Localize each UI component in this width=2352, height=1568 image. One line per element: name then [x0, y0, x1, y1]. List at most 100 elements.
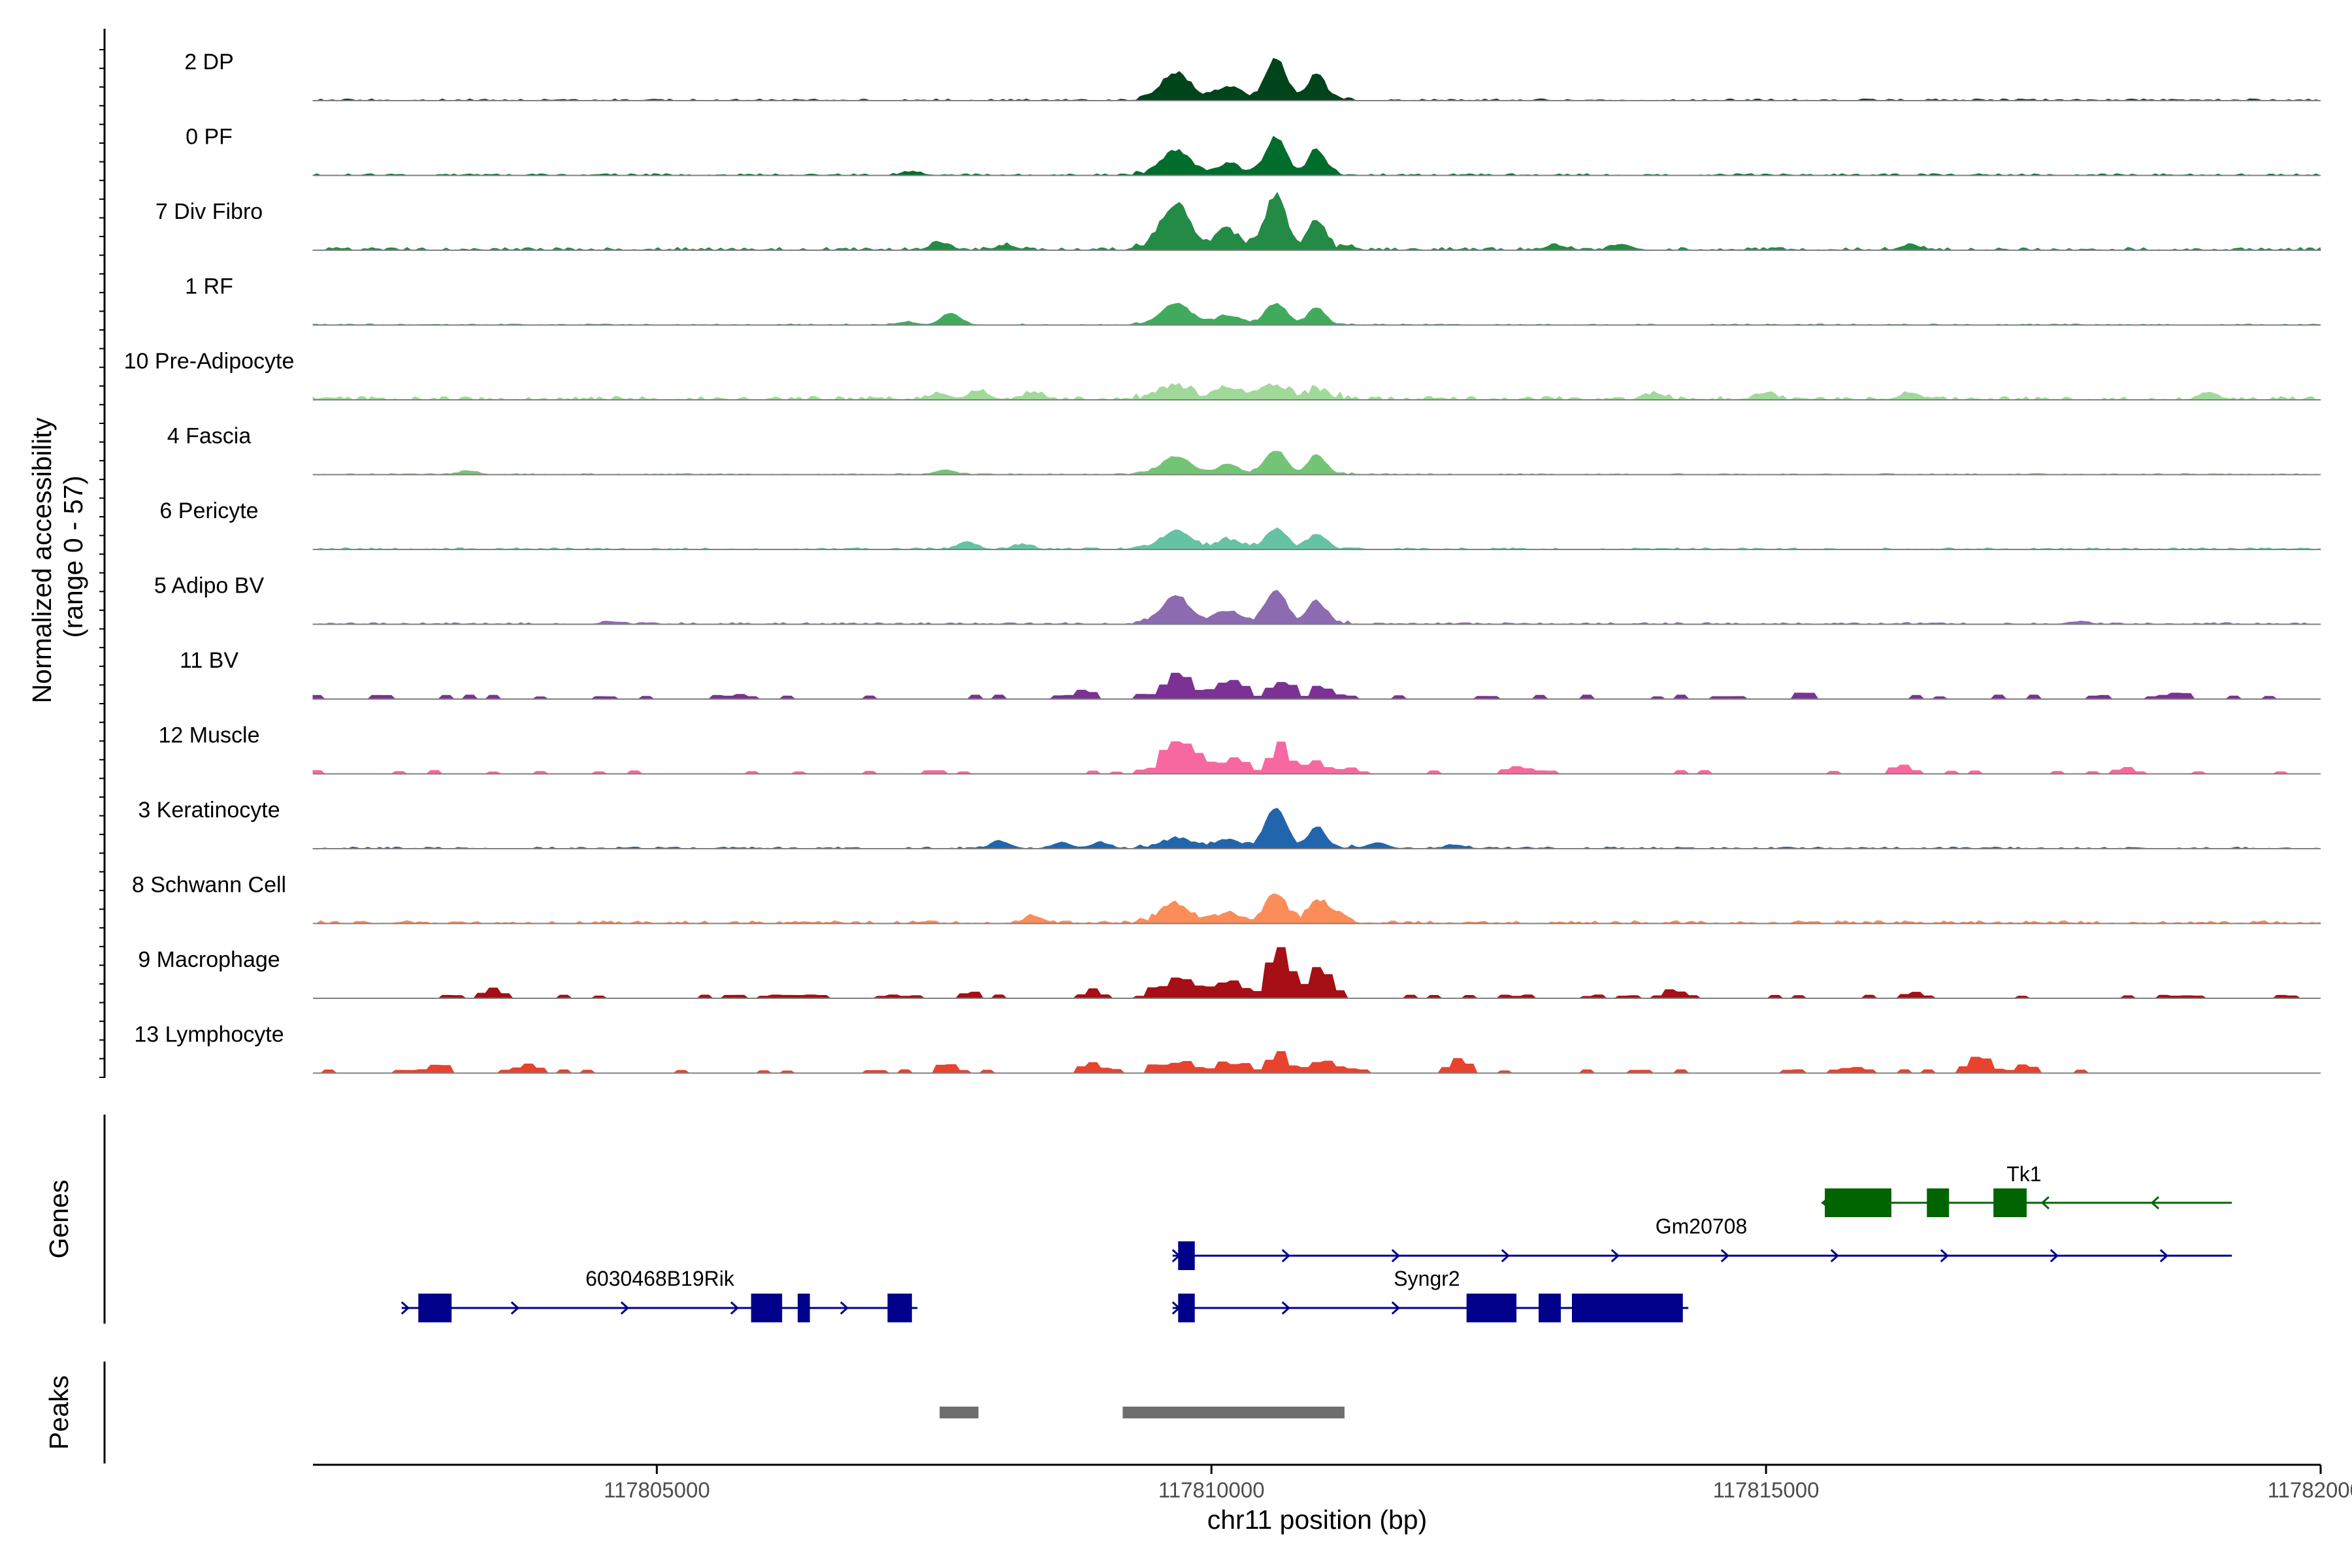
coverage-area: [313, 1051, 2321, 1073]
coverage-track: 10 Pre-Adipocyte: [124, 349, 2321, 400]
exon: [1539, 1294, 1561, 1322]
track-label: 6 Pericyte: [159, 498, 258, 523]
coverage-y-minor-ticks: [99, 49, 105, 1078]
coverage-area: [312, 893, 2321, 924]
track-label: 9 Macrophage: [138, 947, 280, 972]
x-tick-label: 117815000: [1713, 1478, 1820, 1502]
coverage-y-axis: Normalized accessibility (range 0 - 57): [27, 29, 106, 1078]
track-label: 3 Keratinocyte: [138, 798, 280, 823]
peaks-panel-label: Peaks: [44, 1375, 74, 1450]
coverage-area: [312, 135, 2321, 176]
strand-arrow: [1391, 1249, 1401, 1263]
coverage-track: 13 Lymphocyte: [134, 1022, 2321, 1074]
coverage-area: [312, 451, 2321, 476]
coverage-track: 3 Keratinocyte: [138, 798, 2321, 849]
strand-arrow: [1391, 1301, 1401, 1315]
x-axis-title: chr11 position (bp): [1207, 1505, 1428, 1535]
coverage-area: [313, 947, 2321, 999]
exon: [1825, 1188, 1891, 1217]
strand-arrow: [400, 1301, 410, 1315]
coverage-track: 8 Schwann Cell: [132, 873, 2321, 924]
coverage-area: [312, 741, 2321, 774]
x-axis-ticks: 117805000 117810000 117815000 117820000: [604, 1465, 2352, 1502]
strand-arrow: [2150, 1196, 2159, 1210]
peak-regions: [939, 1407, 1345, 1418]
exon: [1178, 1241, 1195, 1270]
gene-label: Tk1: [2006, 1162, 2041, 1186]
strand-arrow: [1501, 1249, 1511, 1263]
coverage-area: [312, 589, 2321, 625]
coverage-track: 6 Pericyte: [159, 498, 2322, 550]
x-tick-label: 117820000: [2268, 1478, 2352, 1502]
coverage-track: 2 DP: [184, 50, 2321, 101]
x-axis: 117805000 117810000 117815000 117820000 chr…: [313, 1463, 2352, 1535]
strand-arrow: [2050, 1249, 2059, 1263]
coverage-area: [312, 302, 2321, 326]
coverage-track: 1 RF: [185, 274, 2321, 326]
strand-arrow: [2040, 1196, 2050, 1210]
track-label: 0 PF: [186, 125, 233, 150]
track-label: 7 Div Fibro: [155, 199, 263, 224]
peak-bar: [939, 1407, 979, 1418]
coverage-area: [312, 808, 2321, 849]
exon: [1466, 1294, 1517, 1322]
gene-model: Tk1: [1821, 1162, 2232, 1217]
coverage-area: [312, 57, 2321, 101]
strand-arrow: [840, 1301, 849, 1315]
coverage-track: 7 Div Fibro: [155, 191, 2321, 251]
exon: [1571, 1294, 1683, 1322]
coverage-track: 12 Muscle: [159, 723, 2321, 775]
peaks-panel: Peaks: [44, 1362, 1345, 1463]
strand-arrow: [730, 1301, 740, 1315]
exon: [1993, 1188, 2027, 1217]
strand-arrow: [1281, 1249, 1291, 1263]
exon: [1178, 1294, 1195, 1322]
strand-arrow: [510, 1301, 520, 1315]
track-label: 11 BV: [180, 648, 238, 673]
track-label: 1 RF: [185, 274, 233, 299]
gene-model: 6030468B19Rik: [400, 1267, 918, 1322]
coverage-track: 4 Fascia: [167, 424, 2321, 476]
peak-bar: [1122, 1407, 1345, 1418]
x-tick-label: 117805000: [604, 1478, 710, 1502]
strand-arrow: [1281, 1301, 1291, 1315]
coverage-area: [312, 191, 2321, 251]
x-tick-label: 117810000: [1158, 1478, 1265, 1502]
strand-arrow: [1830, 1249, 1840, 1263]
y-axis-title-line-1: Normalized accessibility: [27, 417, 57, 703]
genes-panel: Genes Tk1 Gm20708 6030468B19Rik Syngr2: [44, 1115, 2232, 1324]
strand-arrow: [2159, 1249, 2169, 1263]
gene-label: Syngr2: [1394, 1267, 1460, 1290]
coverage-track: 9 Macrophage: [138, 947, 2321, 999]
track-label: 13 Lymphocyte: [134, 1022, 284, 1047]
gene-label: Gm20708: [1656, 1215, 1748, 1238]
gene-model: Gm20708: [1171, 1215, 2232, 1270]
track-label: 5 Adipo BV: [154, 574, 265, 598]
strand-arrow: [1720, 1249, 1730, 1263]
exon: [418, 1294, 452, 1322]
strand-arrow: [1940, 1249, 1950, 1263]
coverage-track: 5 Adipo BV: [154, 574, 2321, 625]
coverage-area: [312, 527, 2322, 550]
y-axis-title-line-2: (range 0 - 57): [58, 476, 88, 638]
track-label: 2 DP: [184, 50, 234, 74]
gene-model: Syngr2: [1171, 1267, 1689, 1322]
coverage-track: 0 PF: [186, 125, 2321, 176]
track-label: 4 Fascia: [167, 424, 252, 449]
exon: [751, 1294, 783, 1322]
track-label: 12 Muscle: [159, 723, 260, 748]
strand-arrow: [620, 1301, 630, 1315]
gene-label: 6030468B19Rik: [585, 1267, 735, 1290]
exon: [797, 1294, 810, 1322]
exon: [887, 1294, 912, 1322]
coverage-tracks: 2 DP 0 PF 7 Div Fibro 1 RF 10 Pre-Adipocyte 4…: [124, 50, 2322, 1074]
track-label: 8 Schwann Cell: [132, 873, 286, 898]
strand-arrow: [1610, 1249, 1620, 1263]
y-axis-title: Normalized accessibility (range 0 - 57): [27, 410, 88, 704]
exon: [1927, 1188, 1950, 1217]
coverage-track: 11 BV: [180, 648, 2321, 700]
track-label: 10 Pre-Adipocyte: [124, 349, 295, 374]
coverage-area: [312, 672, 2321, 700]
gene-models: Tk1 Gm20708 6030468B19Rik Syngr2: [400, 1162, 2232, 1322]
